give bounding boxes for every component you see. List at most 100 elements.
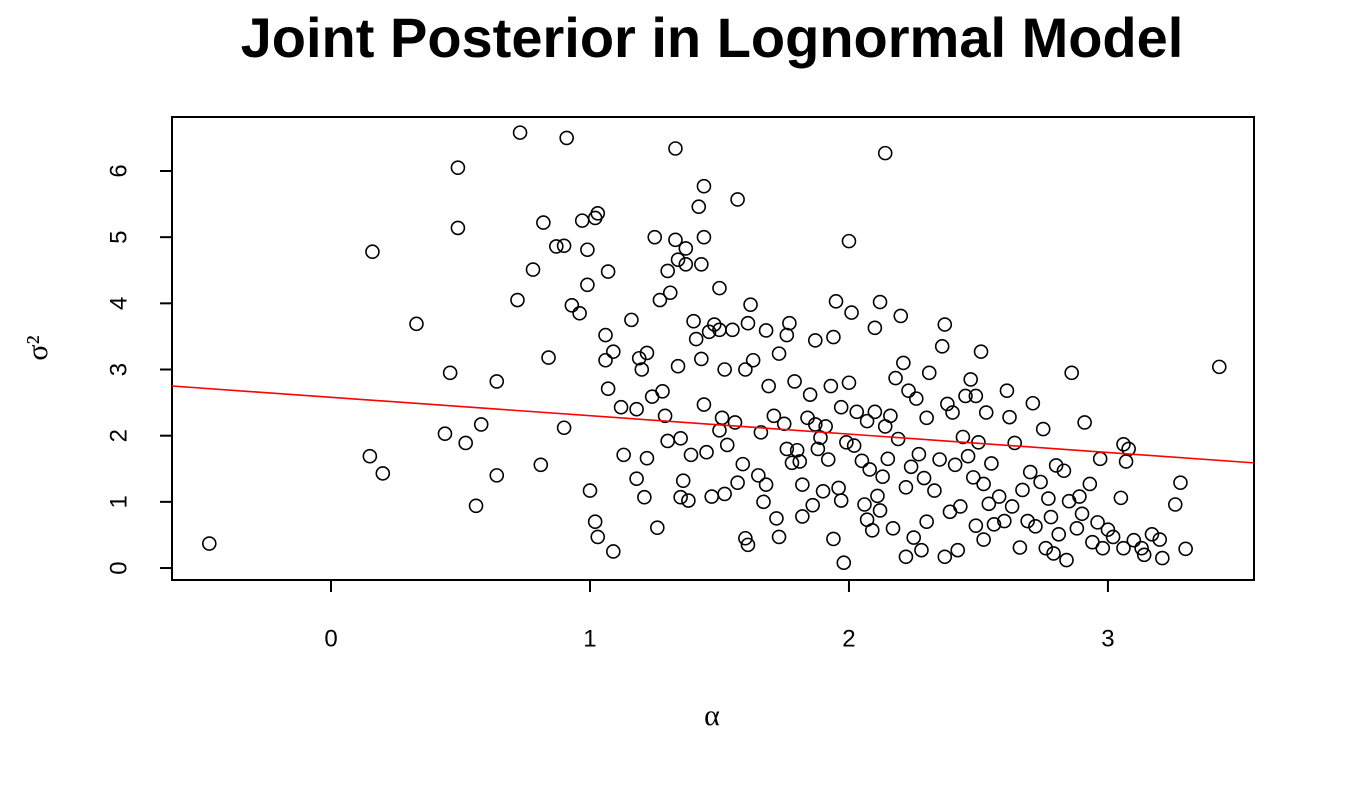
point: [836, 555, 852, 571]
point: [789, 442, 805, 458]
point: [784, 455, 800, 471]
y-tick-label: 3: [105, 363, 132, 376]
point: [1118, 454, 1134, 469]
point: [883, 408, 898, 424]
point: [921, 365, 937, 381]
point: [1077, 415, 1092, 430]
point: [725, 322, 740, 338]
point: [1095, 540, 1111, 556]
point: [598, 327, 613, 343]
point: [761, 378, 776, 394]
point: [854, 453, 870, 469]
point: [898, 479, 914, 495]
point: [849, 404, 865, 420]
point: [787, 374, 802, 389]
point: [580, 242, 595, 258]
point: [647, 229, 663, 245]
point: [805, 497, 821, 513]
point: [779, 327, 795, 343]
point: [580, 277, 595, 293]
point: [937, 317, 953, 332]
point: [758, 323, 774, 338]
point: [914, 542, 929, 558]
point: [885, 521, 901, 536]
trend-line: [171, 385, 1255, 464]
point: [1152, 532, 1168, 547]
point: [696, 229, 712, 245]
point: [934, 339, 950, 354]
point: [1082, 476, 1098, 492]
point: [660, 433, 675, 449]
point: [807, 333, 823, 348]
point: [960, 448, 976, 464]
point: [637, 489, 652, 505]
point: [947, 457, 963, 473]
point: [872, 294, 888, 310]
point: [1105, 529, 1121, 545]
point: [525, 262, 541, 277]
point: [901, 383, 916, 398]
point: [660, 263, 675, 279]
point: [670, 358, 686, 374]
point: [735, 456, 751, 472]
plot-frame: [171, 116, 1255, 581]
point: [1178, 541, 1193, 557]
point: [937, 549, 953, 565]
point: [771, 346, 787, 361]
point: [1028, 519, 1043, 534]
point: [1113, 490, 1129, 506]
point: [828, 294, 844, 309]
point: [997, 513, 1012, 529]
point: [826, 531, 841, 547]
point: [489, 468, 505, 483]
point: [1015, 482, 1030, 498]
point: [510, 292, 525, 308]
point: [857, 497, 872, 512]
point: [740, 315, 756, 331]
point: [802, 387, 818, 402]
point: [810, 441, 826, 457]
point: [1004, 499, 1020, 514]
point: [779, 441, 795, 457]
point: [572, 305, 587, 321]
point: [1155, 550, 1170, 566]
point: [616, 447, 631, 463]
point: [841, 375, 857, 391]
point: [662, 285, 678, 301]
point: [1043, 509, 1059, 525]
point: [600, 381, 616, 396]
point: [691, 199, 707, 215]
point: [598, 352, 613, 368]
point: [756, 494, 771, 510]
point: [1038, 540, 1054, 556]
point: [631, 350, 647, 366]
point: [639, 345, 655, 361]
point: [1025, 395, 1041, 411]
point: [1064, 365, 1079, 381]
point: [587, 514, 603, 530]
point: [776, 416, 792, 432]
point: [976, 476, 991, 492]
point: [675, 473, 691, 488]
point: [681, 493, 696, 508]
y-tick-label: 0: [105, 561, 132, 574]
point: [629, 471, 644, 486]
point: [365, 244, 380, 260]
x-tick-label: 1: [583, 625, 596, 652]
point: [833, 493, 849, 508]
point: [657, 408, 673, 424]
point: [605, 344, 621, 359]
point: [888, 370, 903, 386]
point: [1134, 540, 1149, 556]
point: [1090, 515, 1105, 530]
point: [362, 448, 378, 464]
point: [795, 477, 810, 492]
point: [1144, 526, 1160, 542]
point: [898, 549, 914, 565]
point: [730, 192, 745, 207]
point: [782, 315, 797, 331]
point: [694, 351, 709, 367]
point: [694, 256, 709, 272]
point: [541, 350, 556, 365]
point: [999, 383, 1015, 398]
